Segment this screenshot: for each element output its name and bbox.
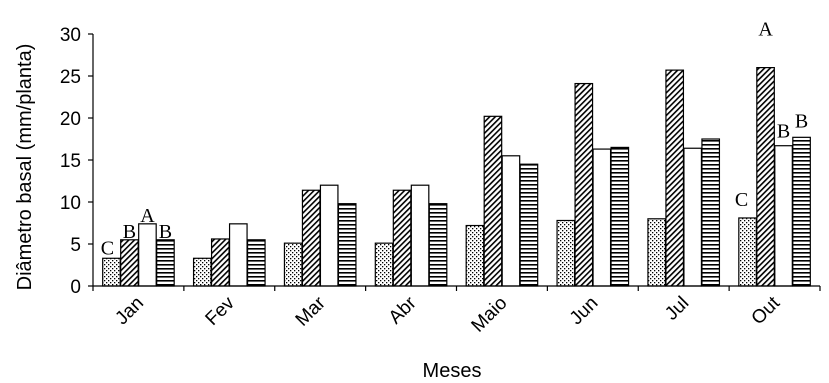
- bar-jan-series-1: [102, 257, 121, 287]
- significance-letter: B: [777, 121, 790, 143]
- bar-jul-series-4: [701, 138, 721, 287]
- y-tick-label: 20: [60, 109, 81, 130]
- x-tick-label-out: Out: [748, 292, 785, 329]
- bar-out-series-2: [756, 66, 775, 287]
- significance-letter: B: [795, 110, 808, 132]
- bars-layer: [102, 66, 811, 287]
- bar-abr-series-2: [392, 189, 412, 287]
- bar-jun-series-2: [574, 82, 594, 287]
- y-tick-label: 5: [70, 235, 81, 256]
- significance-letter: C: [101, 237, 114, 259]
- bar-fev-series-4: [246, 239, 266, 287]
- bar-abr-series-4: [428, 203, 448, 287]
- y-tick-label: 25: [60, 67, 81, 88]
- x-axis-title: Meses: [423, 360, 482, 382]
- y-tick-label: 0: [70, 277, 81, 298]
- bar-fev-series-3: [228, 223, 248, 287]
- bar-mar-series-1: [283, 242, 303, 287]
- significance-letter: A: [140, 205, 155, 227]
- bar-out-series-4: [792, 136, 811, 287]
- x-tick-label-abr: Abr: [385, 292, 421, 328]
- y-ticks-layer: 0 5 10 15 20 25 30: [60, 25, 93, 298]
- x-tick-label-mar: Mar: [292, 292, 330, 330]
- bar-jul-series-2: [665, 69, 685, 287]
- x-tick-label-jan: Jan: [111, 293, 148, 330]
- bar-jun-series-1: [556, 219, 576, 287]
- bar-abr-series-1: [374, 242, 394, 287]
- y-axis-title: Diâmetro basal (mm/planta): [14, 44, 36, 291]
- bar-jun-series-3: [592, 148, 612, 287]
- bar-mar-series-2: [301, 189, 321, 287]
- x-tick-label-jun: Jun: [566, 293, 603, 330]
- bar-jan-series-3: [138, 223, 157, 287]
- bar-maio-series-1: [465, 224, 485, 287]
- bar-fev-series-1: [192, 257, 212, 287]
- x-tick-label-maio: Maio: [467, 293, 511, 337]
- bar-maio-series-3: [501, 155, 521, 287]
- bar-jan-series-2: [120, 239, 139, 287]
- bar-maio-series-4: [519, 163, 539, 287]
- x-tick-label-fev: Fev: [202, 292, 240, 330]
- bar-mar-series-3: [319, 184, 339, 287]
- significance-letter: C: [735, 189, 748, 211]
- bar-jan-series-4: [156, 239, 175, 287]
- bar-jun-series-4: [610, 146, 630, 287]
- x-tick-label-jul: Jul: [661, 293, 693, 325]
- bar-jul-series-1: [647, 218, 667, 287]
- bar-fev-series-2: [210, 238, 230, 287]
- bar-out-series-1: [738, 217, 757, 287]
- bar-mar-series-4: [337, 203, 357, 287]
- x-ticks-layer: Jan Fev Mar Abr Maio Jun Jul Out: [92, 286, 821, 337]
- significance-letter: B: [123, 221, 136, 243]
- bar-abr-series-3: [410, 184, 430, 287]
- y-tick-label: 15: [60, 151, 81, 172]
- bar-maio-series-2: [483, 115, 503, 287]
- y-tick-label: 30: [60, 25, 81, 46]
- y-tick-label: 10: [60, 193, 81, 214]
- significance-letter: A: [758, 19, 773, 41]
- bar-out-series-3: [774, 145, 793, 287]
- significance-letter: B: [159, 221, 172, 243]
- bar-jul-series-3: [683, 147, 703, 287]
